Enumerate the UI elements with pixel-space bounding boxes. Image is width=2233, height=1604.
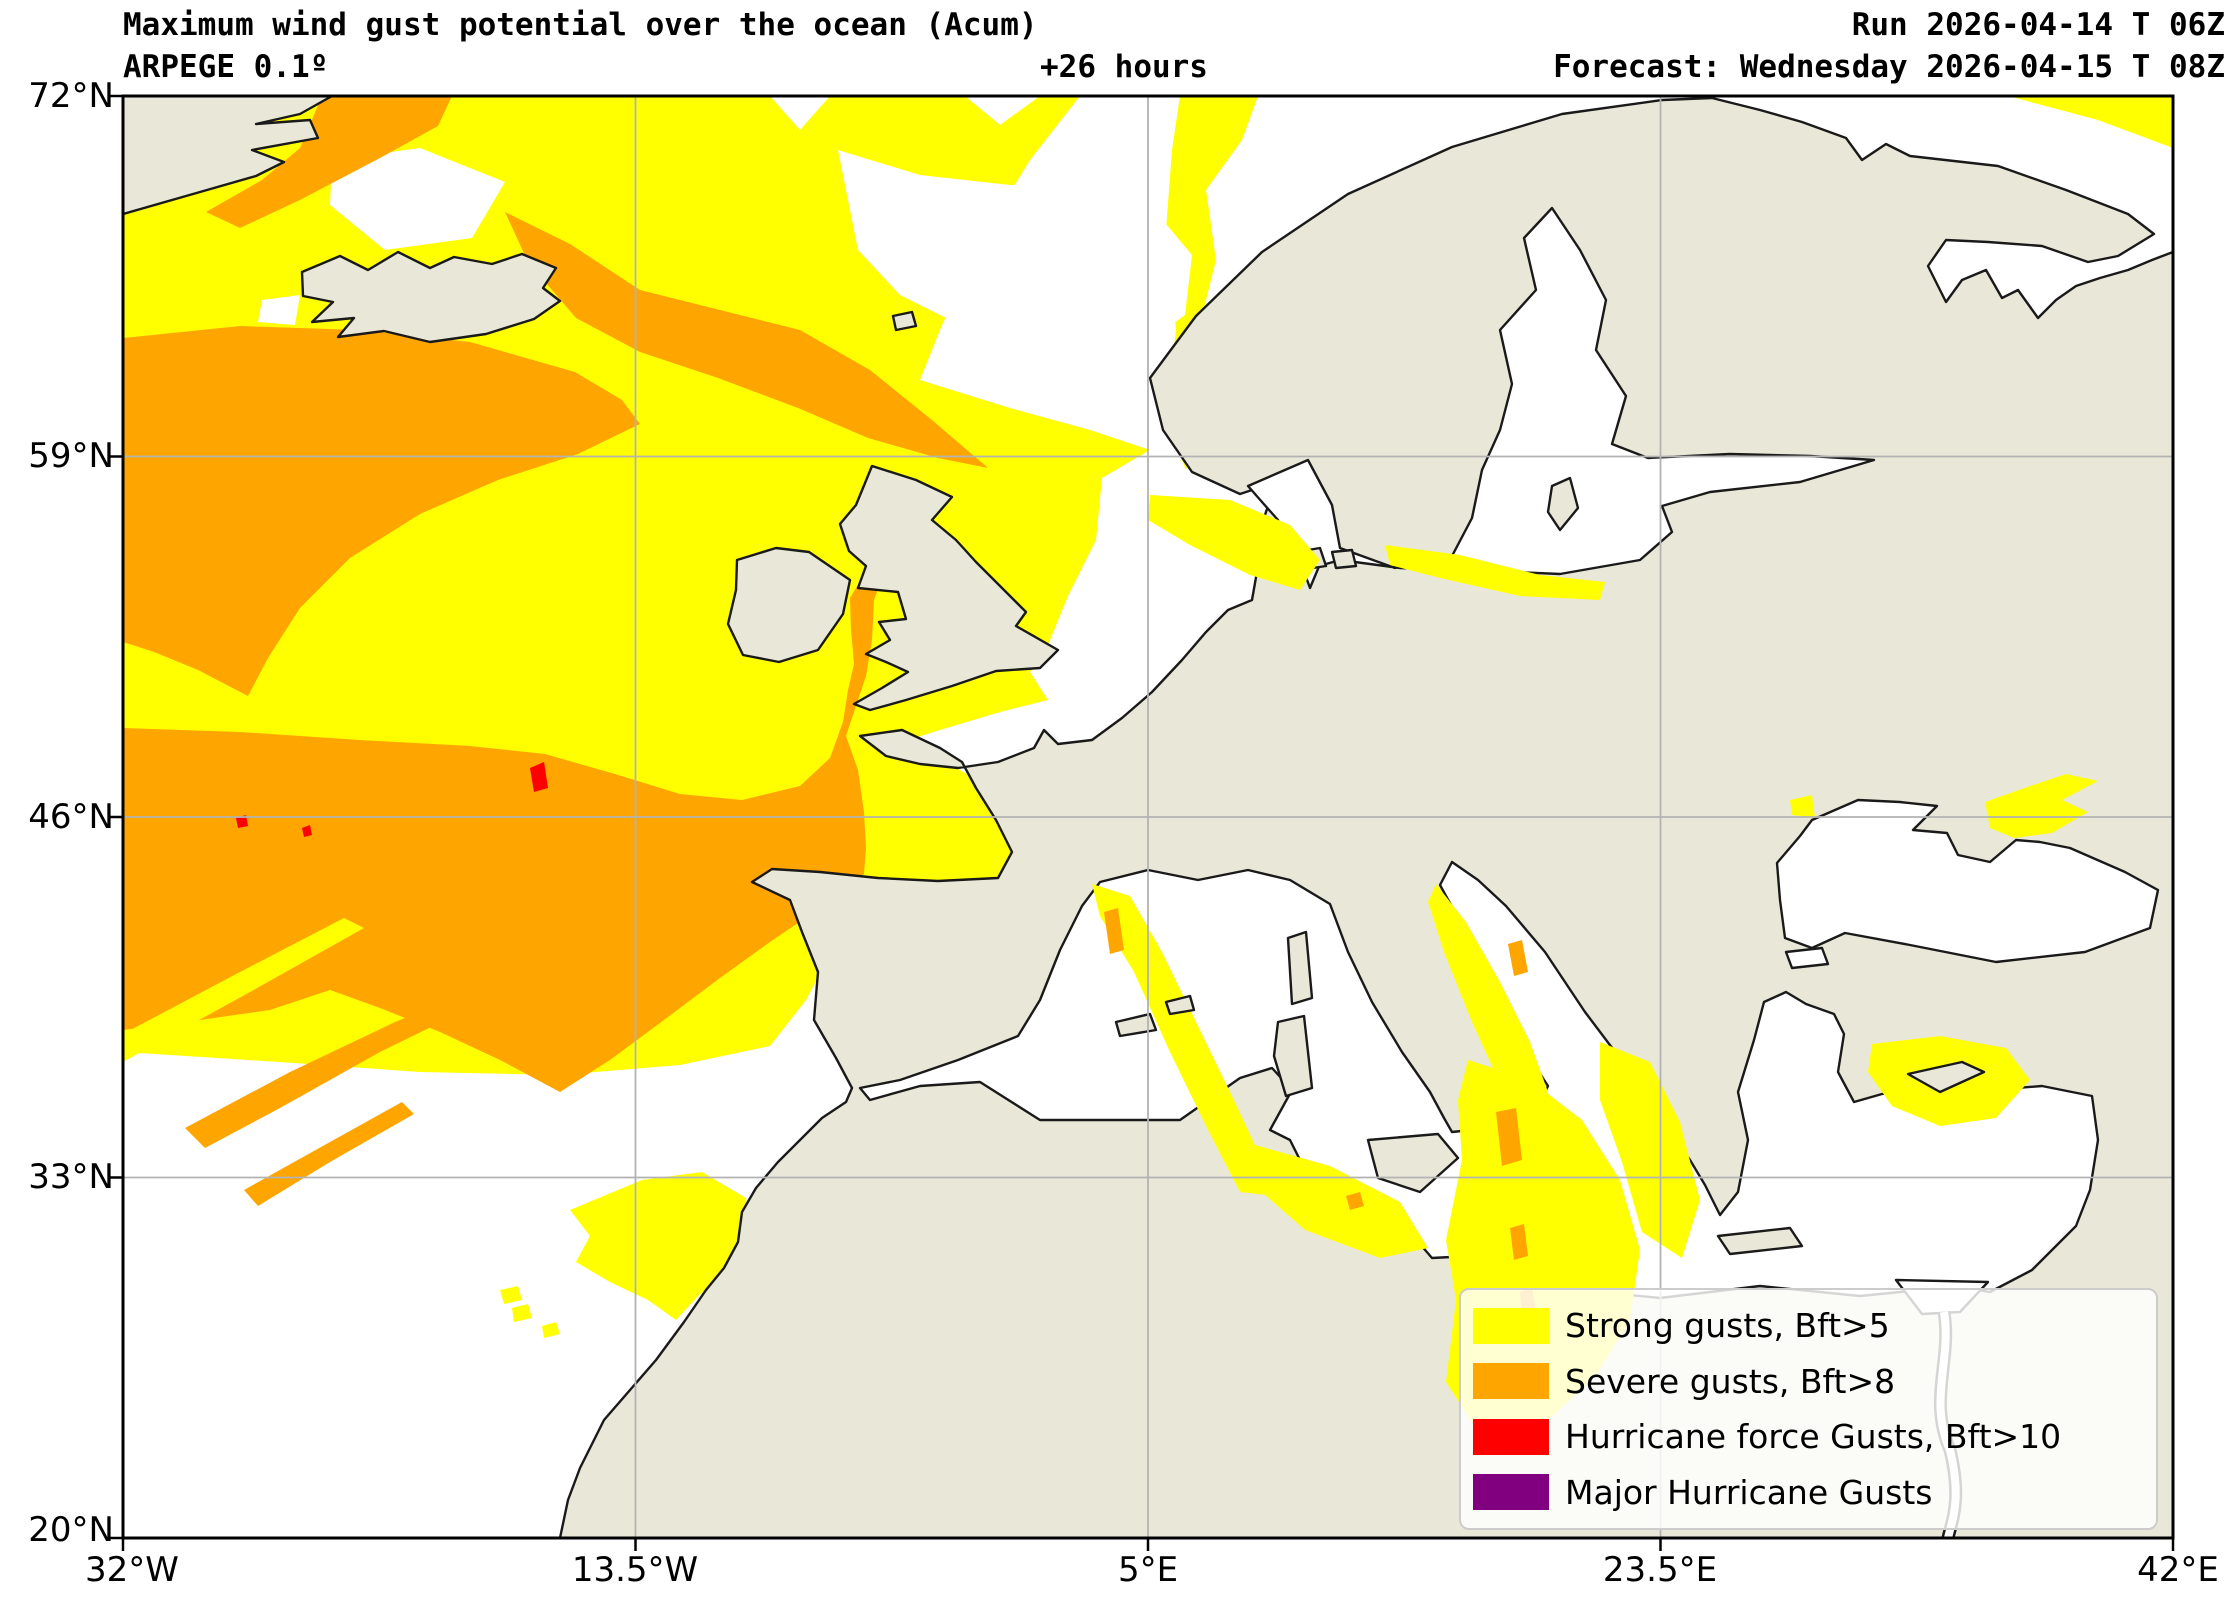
legend-item-strong: Strong gusts, Bft>5 bbox=[1473, 1304, 2144, 1348]
hurricane-gusts-swatch bbox=[1473, 1418, 1549, 1455]
lon-tick-235e: 23.5°E bbox=[1602, 1550, 1718, 1590]
lon-tick-42e: 42°E bbox=[2137, 1550, 2219, 1590]
strong-gusts-label: Strong gusts, Bft>5 bbox=[1565, 1306, 1890, 1346]
lat-tick-33n: 33°N bbox=[28, 1157, 114, 1197]
sea-black-sea bbox=[1775, 798, 2160, 964]
calm-holes bbox=[258, 96, 1192, 342]
island-menorca bbox=[1164, 994, 1196, 1016]
landmass-faroe bbox=[891, 310, 918, 332]
lon-tick-135w: 13.5°W bbox=[571, 1550, 699, 1590]
island-corsica bbox=[1286, 930, 1314, 1006]
sea-marmara bbox=[1784, 946, 1830, 970]
landmass-greenland bbox=[123, 96, 334, 216]
lat-tick-20n: 20°N bbox=[28, 1510, 114, 1550]
strong-gusts-swatch bbox=[1473, 1307, 1549, 1344]
landmass-great-britain bbox=[838, 464, 1060, 712]
legend-item-severe: Severe gusts, Bft>8 bbox=[1473, 1359, 2144, 1403]
island-gotland bbox=[1546, 476, 1580, 532]
model-label: ARPEGE 0.1º bbox=[123, 49, 329, 85]
island-funen bbox=[1330, 548, 1358, 570]
legend-item-major: Major Hurricane Gusts bbox=[1473, 1470, 2144, 1514]
island-sardinia bbox=[1272, 1014, 1314, 1098]
legend-item-hurricane: Hurricane force Gusts, Bft>10 bbox=[1473, 1415, 2144, 1459]
lat-tick-59n: 59°N bbox=[28, 436, 114, 476]
hurricane-gusts-label: Hurricane force Gusts, Bft>10 bbox=[1565, 1417, 2062, 1457]
island-cyprus bbox=[1906, 1060, 1986, 1094]
island-mallorca bbox=[1114, 1012, 1158, 1038]
island-crete bbox=[1716, 1226, 1804, 1256]
landmass-ireland bbox=[726, 546, 852, 664]
axis-ticks bbox=[110, 94, 2175, 1551]
chart-title: Maximum wind gust potential over the oce… bbox=[123, 7, 1038, 43]
hurricane-gust-specks bbox=[236, 762, 548, 837]
plot-frame bbox=[121, 94, 2175, 1540]
major-hurricane-label: Major Hurricane Gusts bbox=[1565, 1472, 1933, 1512]
yellow-wedge bbox=[123, 918, 364, 1062]
lon-tick-32w: 32°W bbox=[85, 1550, 179, 1590]
lon-tick-5e: 5°E bbox=[1117, 1550, 1179, 1590]
run-label: Run 2026-04-14 T 06Z bbox=[1851, 7, 2225, 43]
lead-time-label: +26 hours bbox=[1040, 49, 1208, 85]
forecast-label: Forecast: Wednesday 2026-04-15 T 08Z bbox=[1553, 49, 2225, 85]
severe-gust-regions bbox=[123, 96, 988, 1206]
severe-gusts-swatch bbox=[1473, 1363, 1549, 1400]
legend-box: Strong gusts, Bft>5 Severe gusts, Bft>8 … bbox=[1459, 1288, 2158, 1530]
lat-tick-72n: 72°N bbox=[28, 76, 114, 116]
landmass-iceland bbox=[300, 250, 562, 344]
sea-baltic bbox=[1246, 206, 1876, 576]
lat-tick-46n: 46°N bbox=[28, 797, 114, 837]
major-hurricane-swatch bbox=[1473, 1474, 1549, 1511]
severe-gusts-label: Severe gusts, Bft>8 bbox=[1565, 1361, 1896, 1401]
